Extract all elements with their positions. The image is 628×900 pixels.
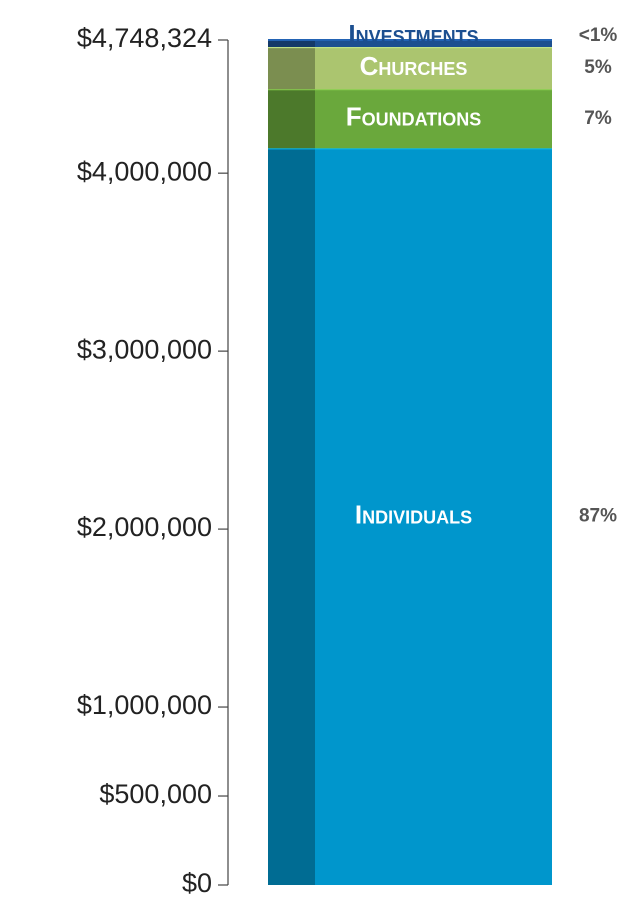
y-tick-label: $500,000 <box>99 779 212 809</box>
bar-segment <box>315 148 552 886</box>
bar-segment <box>315 89 552 149</box>
bar-segment <box>315 40 552 48</box>
segment-label: Churches <box>360 51 468 81</box>
y-tick-label: $3,000,000 <box>77 334 212 364</box>
segment-label: Investments <box>348 19 478 49</box>
bar-side <box>268 89 315 149</box>
percent-label: 7% <box>584 108 612 129</box>
percent-label: <1% <box>579 25 618 46</box>
percent-label: 87% <box>579 506 617 527</box>
y-tick-label: $1,000,000 <box>77 690 212 720</box>
bar-side <box>268 148 315 886</box>
bar-side <box>268 40 315 48</box>
percent-label: 5% <box>584 57 612 78</box>
y-tick-label: $2,000,000 <box>77 512 212 542</box>
y-tick-label: $4,748,324 <box>77 23 212 53</box>
bar-segment <box>315 47 552 90</box>
y-tick-label: $4,000,000 <box>77 156 212 186</box>
segment-label: Foundations <box>346 102 482 132</box>
segment-label: Individuals <box>355 500 472 530</box>
bar-side <box>268 47 315 90</box>
y-tick-label: $0 <box>182 868 212 898</box>
